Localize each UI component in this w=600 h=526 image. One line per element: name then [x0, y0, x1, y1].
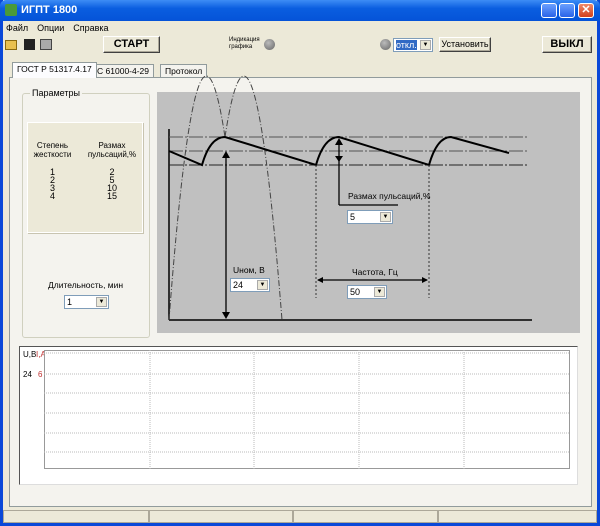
- menu-options[interactable]: Опции: [37, 23, 65, 33]
- status-cell-1: [3, 510, 149, 523]
- i-axis-label: I,А: [36, 350, 46, 359]
- chevron-down-icon[interactable]: ▼: [380, 212, 391, 222]
- col-header-level: Степень: [36, 141, 69, 150]
- duration-label: Длительность, мин: [48, 280, 124, 290]
- ripple-cell: 15: [106, 191, 117, 201]
- freq-label: Частота, Гц: [352, 267, 398, 277]
- menu-bar: Файл Опции Справка: [6, 23, 118, 33]
- level-cell: 3: [49, 183, 55, 193]
- ripple-waveform: [168, 135, 510, 167]
- status-cell-3: [293, 510, 438, 523]
- tab-gost[interactable]: ГОСТ Р 51317.4.17: [12, 62, 97, 78]
- status-cell-2: [149, 510, 293, 523]
- duration-select[interactable]: 1 ▼: [64, 295, 109, 309]
- indication-label-1: Индикация: [229, 37, 260, 43]
- start-button[interactable]: СТАРТ: [103, 36, 160, 53]
- params-group: [22, 93, 150, 338]
- duration-value: 1: [67, 297, 73, 307]
- menu-file[interactable]: Файл: [6, 23, 29, 33]
- graph-gridlines: [44, 350, 570, 469]
- level-cell: 2: [49, 175, 55, 185]
- unom-label: Uном, В: [233, 265, 265, 275]
- ripple-cell: 5: [109, 175, 115, 185]
- mode-value: откл.: [396, 40, 417, 50]
- print-icon[interactable]: [40, 39, 52, 50]
- u-axis-label: U,В: [23, 350, 37, 359]
- level-cell: 4: [49, 191, 55, 201]
- title-bar: ИГПТ 1800 ✕: [0, 0, 600, 21]
- i-max-value: 6: [38, 370, 43, 379]
- freq-value: 50: [350, 287, 361, 297]
- chevron-down-icon[interactable]: ▼: [257, 280, 268, 290]
- col-header-level-2: жесткости: [33, 150, 72, 159]
- set-button[interactable]: Установить: [439, 37, 491, 52]
- col-header-ripple-2: пульсаций,%: [87, 150, 137, 159]
- u-max-value: 24: [23, 370, 32, 379]
- unom-select[interactable]: 24 ▼: [230, 278, 270, 292]
- ripple-select[interactable]: 5 ▼: [347, 210, 393, 224]
- window-title: ИГПТ 1800: [21, 4, 78, 16]
- unom-value: 24: [233, 280, 244, 290]
- maximize-button[interactable]: [559, 3, 575, 18]
- minimize-button[interactable]: [541, 3, 557, 18]
- status-led: [380, 39, 391, 50]
- close-button[interactable]: ✕: [578, 3, 594, 18]
- open-icon[interactable]: [5, 40, 17, 50]
- graph-indicator-led: [264, 39, 275, 50]
- chevron-down-icon[interactable]: ▼: [96, 297, 107, 307]
- ripple-value: 5: [350, 212, 356, 222]
- menu-help[interactable]: Справка: [73, 23, 109, 33]
- level-cell: 1: [49, 167, 55, 177]
- ripple-arrowheads: [335, 138, 343, 162]
- freq-select[interactable]: 50 ▼: [347, 285, 387, 299]
- indication-label: Индикация графика: [229, 37, 260, 51]
- app-icon: [5, 4, 17, 16]
- chevron-down-icon[interactable]: ▼: [420, 40, 431, 50]
- sine-curve: [168, 75, 283, 321]
- off-button[interactable]: ВЫКЛ: [542, 36, 592, 53]
- ripple-label: Размах пульсаций,%: [348, 191, 431, 201]
- tab-protocol[interactable]: Протокол: [160, 64, 208, 78]
- ripple-cell: 10: [106, 183, 117, 193]
- chevron-down-icon[interactable]: ▼: [374, 287, 385, 297]
- params-title: Параметры: [30, 88, 82, 98]
- col-header-ripple: Размах: [98, 141, 126, 150]
- mode-select[interactable]: откл. ▼: [393, 38, 433, 52]
- ripple-cell: 2: [109, 167, 115, 177]
- save-icon[interactable]: [24, 39, 35, 50]
- graph-plot: [44, 350, 570, 469]
- indication-label-2: графика: [229, 44, 253, 50]
- status-cell-4: [438, 510, 597, 523]
